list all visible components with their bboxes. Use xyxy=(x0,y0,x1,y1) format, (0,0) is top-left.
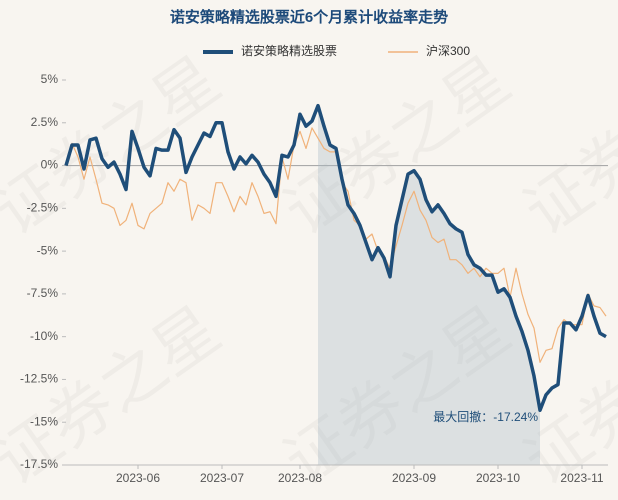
x-tick-label: 2023-06 xyxy=(116,471,160,485)
y-tick-label: -10% xyxy=(30,329,58,343)
y-tick-label: -5% xyxy=(37,243,59,257)
annotation: 最大回撤：-17.24% xyxy=(433,409,538,424)
x-tick-label: 2023-08 xyxy=(278,471,322,485)
y-tick-label: -17.5% xyxy=(20,457,58,471)
y-tick-label: 0% xyxy=(41,158,59,172)
y-tick-label: -12.5% xyxy=(20,372,58,386)
y-tick-label: -2.5% xyxy=(27,201,59,215)
y-tick-label: -7.5% xyxy=(27,286,59,300)
legend-label: 沪深300 xyxy=(426,44,470,58)
x-tick-label: 2023-11 xyxy=(560,471,603,485)
x-tick-label: 2023-07 xyxy=(200,471,244,485)
x-tick-label: 2023-10 xyxy=(476,471,520,485)
y-tick-label: 5% xyxy=(41,72,59,86)
series-line xyxy=(64,103,607,412)
y-tick-label: 2.5% xyxy=(31,115,59,129)
x-tick-label: 2023-09 xyxy=(392,471,436,485)
y-tick-label: -15% xyxy=(30,414,58,428)
legend-label: 诺安策略精选股票 xyxy=(241,43,337,58)
chart-title: 诺安策略精选股票近6个月累计收益率走势 xyxy=(170,8,448,26)
drawdown-area xyxy=(318,105,540,466)
